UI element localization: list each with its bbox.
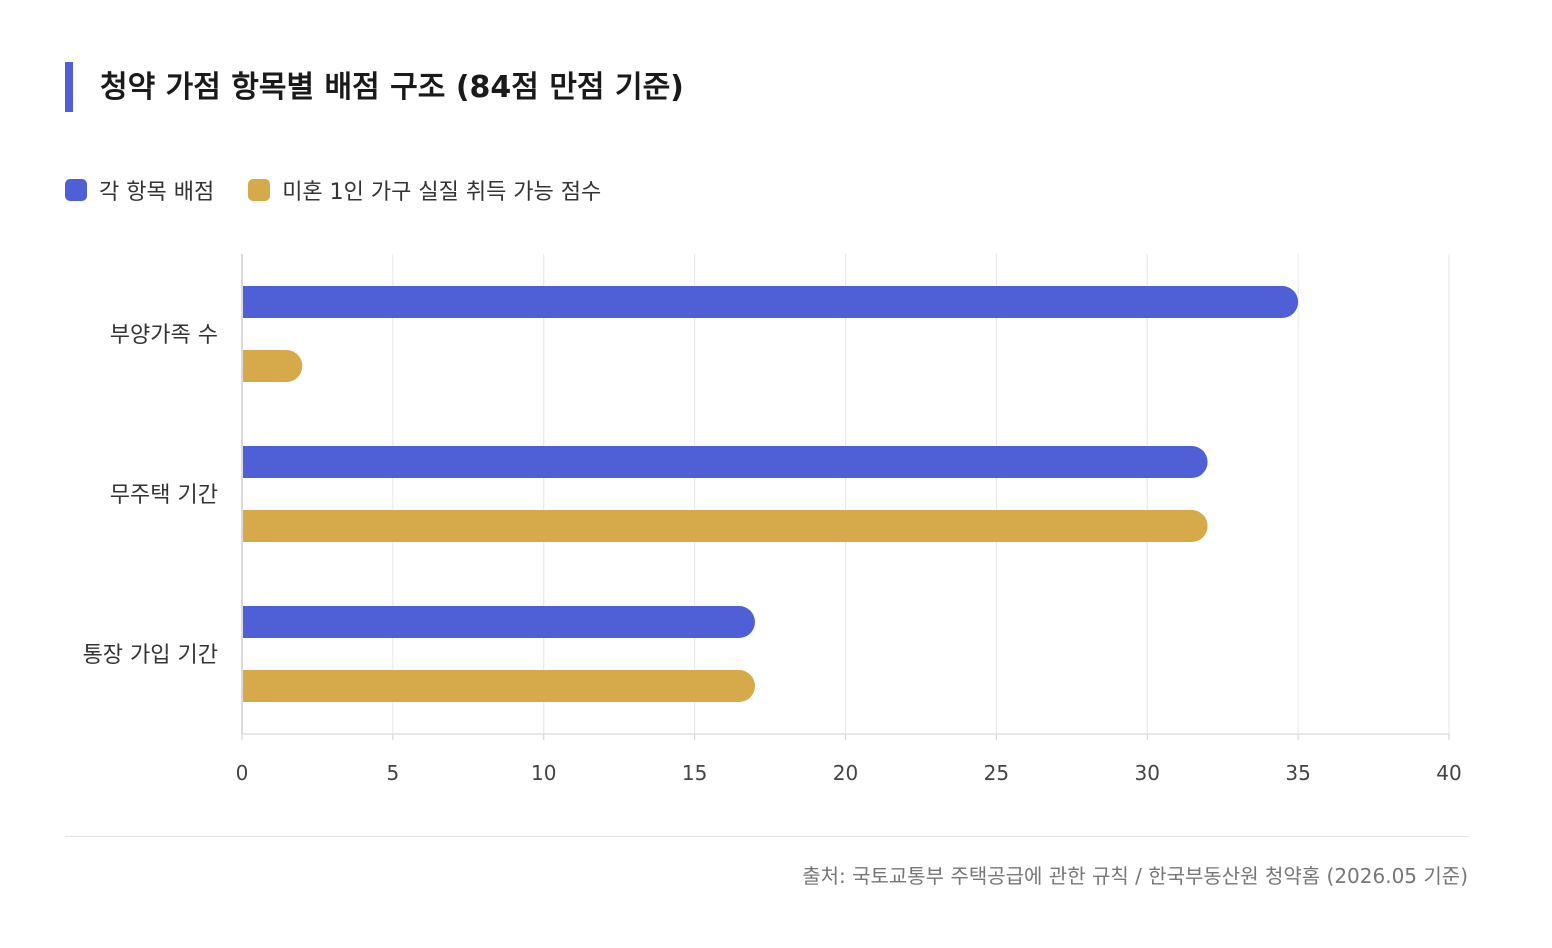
source-note: 출처: 국토교통부 주택공급에 관한 규칙 / 한국부동산원 청약홈 (2026…	[802, 864, 1468, 888]
x-tick-label: 5	[387, 761, 400, 785]
legend-item-series-2: 미혼 1인 가구 실질 취득 가능 점수	[248, 174, 601, 206]
x-tick-label: 10	[531, 761, 556, 785]
legend-item-series-1: 각 항목 배점	[65, 174, 214, 206]
bar-series-1	[243, 286, 1299, 318]
legend: 각 항목 배점 미혼 1인 가구 실질 취득 가능 점수	[65, 174, 635, 206]
chart-title: 청약 가점 항목별 배점 구조 (84점 만점 기준)	[100, 70, 684, 105]
category-label: 부양가족 수	[110, 323, 218, 348]
category-label: 통장 가입 기간	[83, 643, 218, 668]
x-tick-label: 20	[833, 761, 858, 785]
x-tick-label: 25	[984, 761, 1009, 785]
legend-swatch-series-2	[248, 179, 271, 201]
x-tick-label: 30	[1135, 761, 1160, 785]
legend-label-series-2: 미혼 1인 가구 실질 취득 가능 점수	[282, 180, 602, 205]
legend-swatch-series-1	[65, 179, 87, 201]
legend-label-series-1: 각 항목 배점	[99, 180, 215, 205]
x-tick-label: 15	[682, 761, 707, 785]
category-label: 무주택 기간	[110, 483, 218, 508]
title-accent-bar	[65, 62, 73, 112]
x-tick-label: 40	[1436, 761, 1461, 785]
bar-series-2	[243, 350, 303, 382]
footer-divider	[65, 836, 1469, 837]
bar-series-2	[243, 670, 755, 702]
x-tick-label: 0	[236, 761, 249, 785]
bar-series-1	[243, 606, 755, 638]
x-tick-label: 35	[1285, 761, 1310, 785]
bar-series-2	[243, 510, 1208, 542]
bar-series-1	[243, 446, 1208, 478]
